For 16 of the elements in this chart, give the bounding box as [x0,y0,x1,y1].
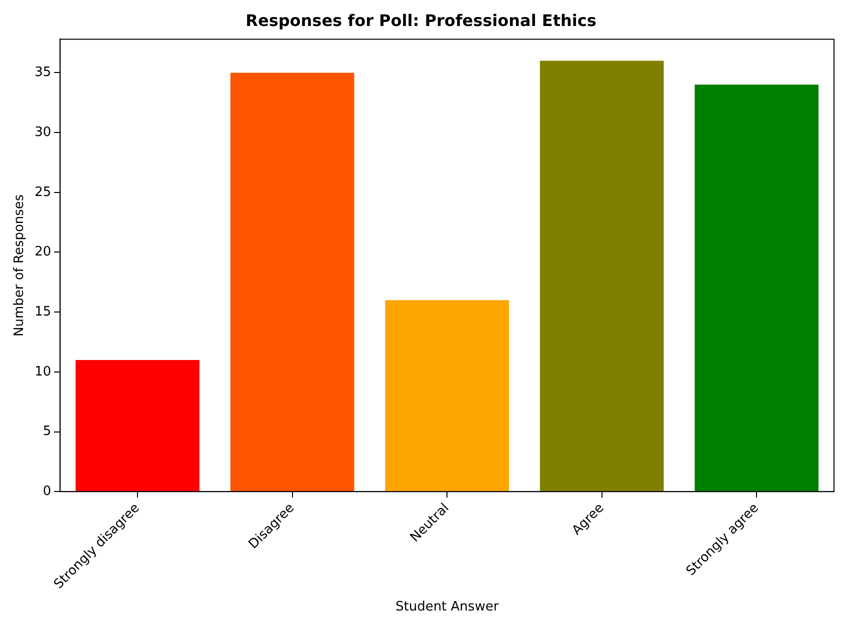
bar [385,300,509,492]
y-tick-label: 20 [34,244,52,260]
y-axis-title: Number of Responses [12,194,28,337]
y-tick-label: 35 [34,65,52,80]
bar [76,360,200,492]
chart-title: Responses for Poll: Professional Ethics [246,10,596,30]
x-axis-title: Student Answer [395,600,500,615]
y-tick-label: 10 [34,364,52,380]
y-tick-label: 5 [42,424,52,440]
bar [230,72,354,492]
y-tick-label: 15 [34,304,52,320]
bar [694,84,819,492]
y-tick-label: 25 [34,184,52,200]
y-tick-label: 0 [42,484,52,499]
bar [540,60,664,492]
y-tick-label: 30 [34,124,52,140]
